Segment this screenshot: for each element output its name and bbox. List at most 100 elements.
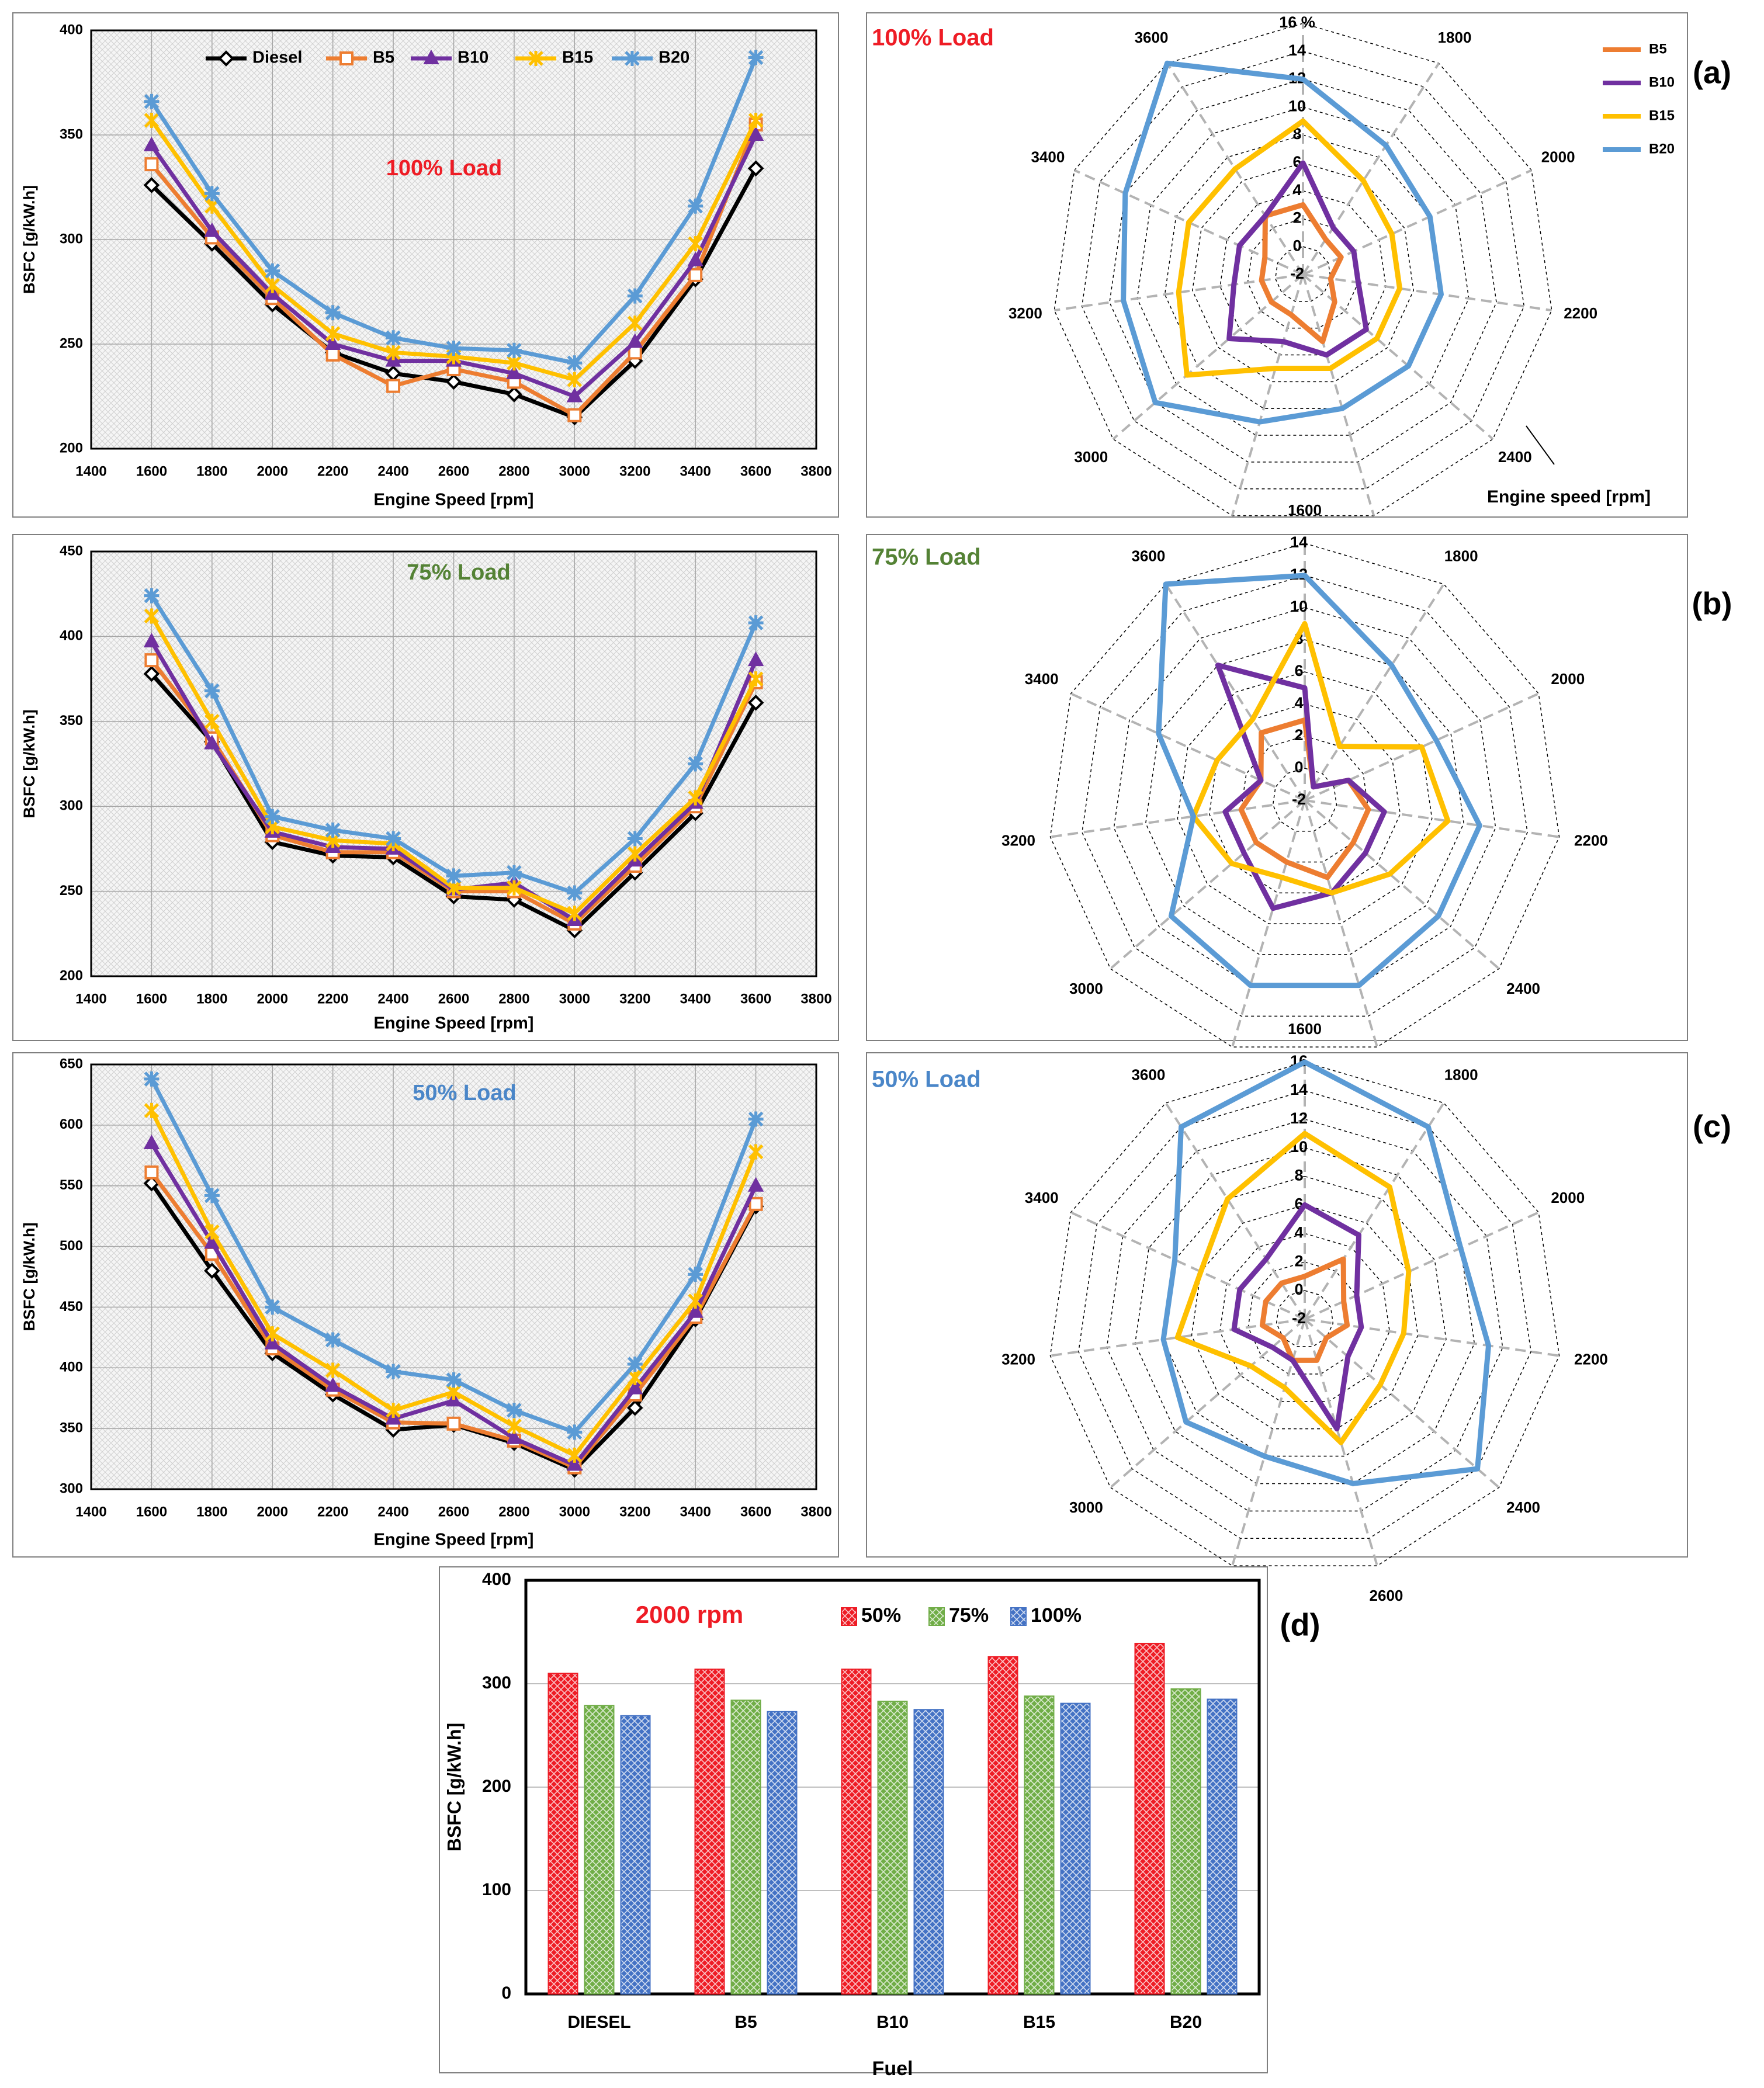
radar-ring <box>1049 1062 1560 1566</box>
data-point <box>627 315 643 331</box>
radial-tick-label: 2 <box>1292 209 1301 227</box>
data-point <box>627 333 643 348</box>
radar-series-B15 <box>1176 118 1403 378</box>
data-point <box>627 1369 643 1385</box>
x-tick-label: 2200 <box>317 463 348 479</box>
radar-ring <box>1247 218 1359 329</box>
x-tick-label: 1600 <box>136 463 167 479</box>
data-point <box>325 822 341 838</box>
radial-tick-label: -2 <box>1292 1309 1306 1327</box>
speed-label: 3400 <box>1025 1189 1059 1206</box>
speed-label: 2200 <box>1574 831 1608 849</box>
legend-label: 100% <box>1031 1604 1082 1626</box>
data-point <box>446 1416 461 1431</box>
legend-swatch <box>1010 1607 1027 1626</box>
x-tick-label: 1600 <box>136 991 167 1007</box>
data-point <box>528 51 543 66</box>
data-point <box>627 831 643 847</box>
bar-75%-B5 <box>730 1699 761 1995</box>
data-point <box>143 665 160 682</box>
speed-label: 2400 <box>1498 448 1532 466</box>
y-tick-label: 300 <box>482 1673 511 1692</box>
data-point <box>218 50 234 67</box>
data-point <box>748 112 764 128</box>
radar-series-B20 <box>1156 573 1482 988</box>
radar-series-B10 <box>1215 663 1387 911</box>
data-point <box>143 177 160 193</box>
legend-label: B20 <box>659 48 689 67</box>
chart-frame <box>866 534 1688 1041</box>
data-point <box>423 49 439 64</box>
y-tick-label: 400 <box>60 22 83 37</box>
radial-tick-label: 4 <box>1294 1223 1303 1241</box>
radar-spoke <box>1166 63 1304 276</box>
data-point <box>747 1177 764 1192</box>
x-tick-label: 3400 <box>680 991 711 1007</box>
bar-chart-barD: 0 100 200 300 400 DIESEL B5 B10 B15 B20 Fuel BSFC [… <box>439 1566 1320 2080</box>
radial-tick-label: 10 <box>1290 598 1308 615</box>
x-tick-label: 2200 <box>317 1504 348 1520</box>
x-tick-label: 2800 <box>498 463 529 479</box>
x-tick-label: 3600 <box>740 1504 771 1520</box>
data-point <box>507 1418 522 1434</box>
speed-label: 3600 <box>1131 1066 1165 1083</box>
data-point <box>688 790 703 806</box>
y-tick-label: 300 <box>60 231 83 247</box>
speed-label: 3200 <box>1009 304 1042 322</box>
data-point <box>506 342 522 358</box>
x-tick-label: 3200 <box>619 463 650 479</box>
bar-100%-DIESEL <box>620 1715 651 1995</box>
radial-tick-label: 16 % <box>1279 13 1315 31</box>
y-tick-label: 0 <box>501 1983 511 2003</box>
radar-chart-radarB: 1600180020002200240026002800300032003400… <box>866 501 1732 1085</box>
x-tick-label: 2400 <box>377 1504 408 1520</box>
x-tick-label: 2600 <box>438 991 469 1007</box>
data-point <box>144 1102 160 1118</box>
x-tick-label: 2400 <box>377 463 408 479</box>
x-tick-label: 1400 <box>75 1504 106 1520</box>
radar-series-B10 <box>1226 160 1369 358</box>
data-point <box>143 1134 160 1150</box>
plot-area-border <box>90 1063 817 1490</box>
legend-label: 50% <box>861 1604 901 1626</box>
category-label: B5 <box>734 2013 757 2032</box>
bar-100%-B5 <box>767 1711 798 1995</box>
x-tick-label: 3200 <box>619 1504 650 1520</box>
x-tick-label: 2000 <box>257 1504 288 1520</box>
radar-spoke <box>1110 799 1306 970</box>
y-tick-label: 650 <box>60 1056 83 1071</box>
data-point <box>445 373 462 390</box>
bar-50%-B20 <box>1134 1642 1165 1995</box>
data-point <box>748 671 764 687</box>
radial-tick-label: 14 <box>1290 533 1308 551</box>
rpm-annotation: 2000 rpm <box>636 1601 743 1628</box>
speed-label: 1600 <box>1288 1020 1322 1038</box>
radial-tick-label: 8 <box>1294 1167 1303 1184</box>
radar-spoke <box>1302 273 1552 312</box>
data-point <box>386 330 401 346</box>
radar-ring <box>1163 1175 1447 1457</box>
data-point <box>386 1364 401 1379</box>
data-point <box>567 1447 583 1463</box>
panel-label: (b) <box>1692 586 1732 621</box>
data-point <box>204 1262 220 1279</box>
category-label: B20 <box>1170 2013 1202 2032</box>
data-point <box>688 236 703 252</box>
radar-spoke <box>1302 274 1375 516</box>
series-B15 <box>144 1102 764 1463</box>
data-point <box>339 51 354 65</box>
radar-ring <box>1106 1118 1503 1512</box>
data-point <box>205 1224 220 1240</box>
x-tick-label: 2600 <box>438 1504 469 1520</box>
bar-50%-B15 <box>987 1656 1018 1995</box>
x-tick-label: 3800 <box>800 1504 831 1520</box>
data-point <box>506 1429 522 1444</box>
radar-ring <box>1078 1090 1531 1539</box>
x-tick-label: 2400 <box>377 991 408 1007</box>
radar-spoke <box>1304 583 1445 802</box>
bar-50%-B10 <box>841 1669 872 1995</box>
radar-ring <box>1145 639 1464 955</box>
series-B10 <box>143 1134 764 1471</box>
data-point <box>386 379 401 393</box>
